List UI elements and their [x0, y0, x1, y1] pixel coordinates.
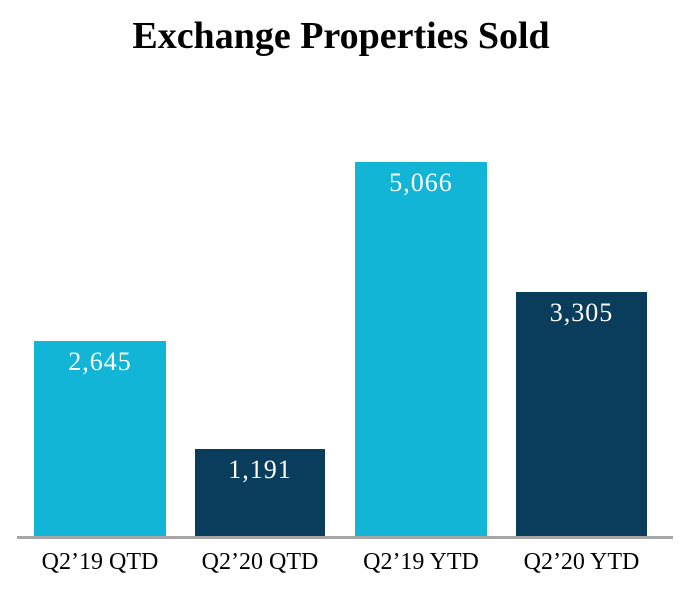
- x-axis-label-q2-19-ytd: Q2’19 YTD: [363, 549, 479, 575]
- bar-value-label-q2-20-ytd: 3,305: [549, 298, 614, 327]
- bar-value-label-q2-19-qtd: 2,645: [68, 347, 132, 376]
- bar-q2-20-ytd: 3,305: [516, 292, 647, 537]
- x-axis-label-q2-20-ytd: Q2’20 YTD: [523, 549, 640, 575]
- x-axis-label-q2-20-qtd: Q2’20 QTD: [201, 549, 319, 575]
- bar-q2-20-qtd: 1,191: [195, 449, 325, 537]
- x-axis-line: [17, 536, 673, 539]
- bar-q2-19-qtd: 2,645: [34, 341, 166, 537]
- bar-value-label-q2-20-qtd: 1,191: [228, 455, 292, 484]
- chart-title: Exchange Properties Sold: [132, 15, 550, 57]
- bar-q2-19-ytd: 5,066: [355, 162, 487, 537]
- x-axis-label-q2-19-qtd: Q2’19 QTD: [41, 549, 159, 575]
- bar-value-label-q2-19-ytd: 5,066: [389, 168, 453, 197]
